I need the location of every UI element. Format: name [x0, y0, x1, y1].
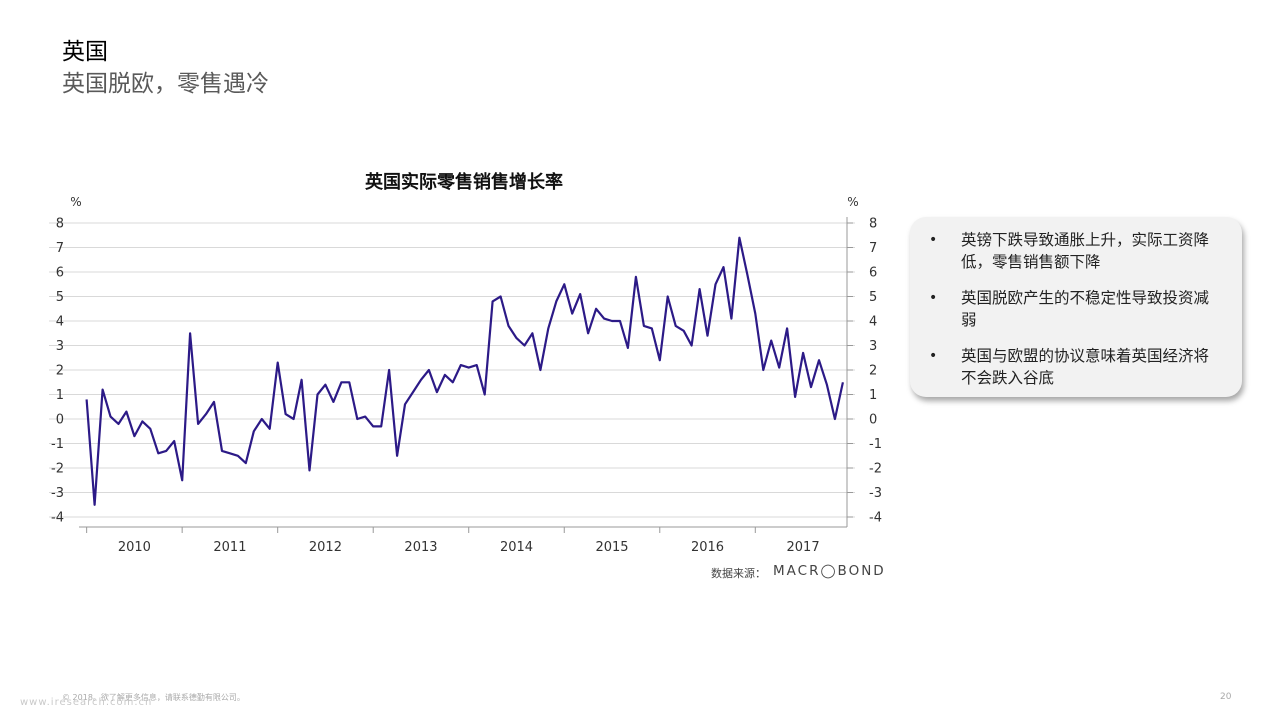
y-tick-label-right: -2 — [869, 462, 882, 477]
y-tick-label-right: 6 — [869, 266, 877, 281]
y-tick-label-right: 0 — [869, 413, 877, 428]
y-tick-label-left: 4 — [56, 315, 64, 330]
y-tick-label-right: 1 — [869, 388, 877, 403]
bullet-item: • 英国与欧盟的协议意味着英国经济将不会跌入谷底 — [928, 345, 1224, 389]
y-tick-label-left: 1 — [56, 388, 64, 403]
watermark: www.iresearch.com.cn — [20, 697, 153, 708]
bullet-dot-icon: • — [929, 348, 938, 364]
y-tick-label-left: 7 — [56, 241, 64, 256]
y-tick-label-right: 4 — [869, 315, 877, 330]
bullet-dot-icon: • — [929, 232, 938, 248]
y-tick-label-right: 2 — [869, 364, 877, 379]
y-tick-label-left: -3 — [51, 486, 64, 501]
key-points-box: • 英镑下跌导致通胀上升，实际工资降低，零售销售额下降 • 英国脱欧产生的不稳定性导… — [910, 217, 1242, 397]
data-source-label: 数据来源： — [711, 567, 766, 580]
bullet-text: 英国与欧盟的协议意味着英国经济将不会跌入谷底 — [961, 347, 1210, 387]
y-tick-label-left: -4 — [51, 511, 64, 526]
y-tick-label-left: 6 — [56, 266, 64, 281]
bullet-item: • 英国脱欧产生的不稳定性导致投资减弱 — [928, 287, 1224, 331]
y-tick-label-left: 3 — [56, 339, 64, 354]
bullet-text: 英镑下跌导致通胀上升，实际工资降低，零售销售额下降 — [961, 231, 1210, 271]
y-unit-right: % — [847, 195, 858, 209]
y-tick-label-right: 3 — [869, 339, 877, 354]
y-tick-label-left: -1 — [51, 437, 64, 452]
page-subtitle: 英国脱欧，零售遇冷 — [62, 71, 269, 97]
page-title: 英国 — [62, 39, 108, 65]
y-unit-left: % — [70, 195, 81, 209]
macrobond-logo: MACR◯BOND — [773, 563, 886, 579]
x-tick-label: 2010 — [118, 540, 151, 555]
x-tick-label: 2016 — [691, 540, 724, 555]
y-tick-label-left: 5 — [56, 290, 64, 305]
x-tick-label: 2013 — [404, 540, 437, 555]
x-tick-label: 2015 — [595, 540, 628, 555]
bullet-text: 英国脱欧产生的不稳定性导致投资减弱 — [961, 289, 1210, 329]
y-tick-label-right: -1 — [869, 437, 882, 452]
y-tick-label-left: 0 — [56, 413, 64, 428]
retail-sales-series-line — [85, 236, 844, 506]
y-tick-label-left: 2 — [56, 364, 64, 379]
y-tick-label-left: -2 — [51, 462, 64, 477]
x-tick-label: 2012 — [309, 540, 342, 555]
bullet-item: • 英镑下跌导致通胀上升，实际工资降低，零售销售额下降 — [928, 229, 1224, 273]
page-number: 20 — [1220, 692, 1232, 702]
y-tick-label-left: 8 — [56, 217, 64, 232]
y-tick-label-right: 5 — [869, 290, 877, 305]
bullet-dot-icon: • — [929, 290, 938, 306]
y-tick-label-right: 7 — [869, 241, 877, 256]
x-tick-label: 2017 — [787, 540, 820, 555]
y-tick-label-right: -4 — [869, 511, 882, 526]
chart-title: 英国实际零售销售增长率 — [364, 171, 563, 193]
x-tick-label: 2014 — [500, 540, 533, 555]
x-tick-label: 2011 — [213, 540, 246, 555]
y-tick-label-right: -3 — [869, 486, 882, 501]
y-tick-label-right: 8 — [869, 217, 877, 232]
footer-copyright: © 2018。欲了解更多信息，请联系德勤有限公司。 — [62, 693, 245, 702]
